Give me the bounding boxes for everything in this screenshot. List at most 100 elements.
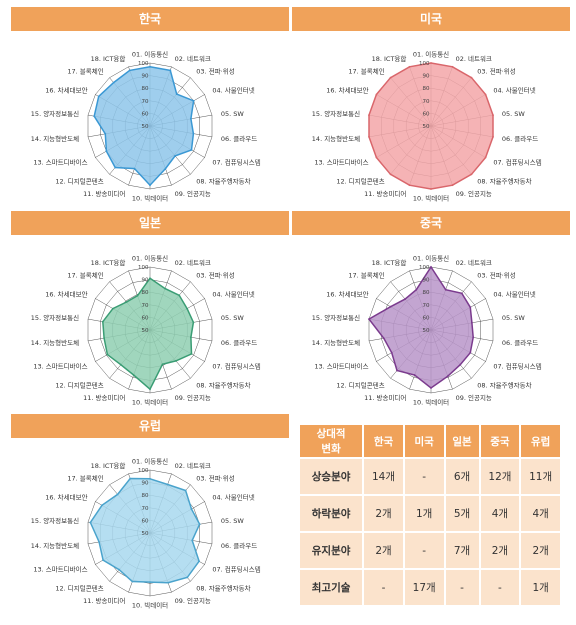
row-label: 최고기술 [300,570,365,607]
category-label: 12. 디지털콘텐츠 [55,584,103,593]
data-point [166,483,169,486]
table-cell: 17개 [404,570,446,607]
data-point [164,287,167,290]
data-point [169,69,172,72]
category-label: 04. 사물인터넷 [212,86,254,95]
data-point [132,374,135,376]
category-label: 05. SW [221,110,245,118]
category-label: 08. 자율주행자동차 [196,177,250,186]
data-point [430,266,432,268]
category-label: 06. 클라우드 [221,541,257,550]
data-point [112,81,115,84]
category-label: 12. 디지털콘텐츠 [336,381,384,390]
category-label: 16. 차세대보안 [326,290,368,299]
panel-korea: 한국 50 60 70 80 90 100 01. 이동통신 02. 네트워크 03. 전파·위… [11,7,289,211]
data-point [118,568,121,571]
table-cell: - [480,570,522,607]
table-row: 유지분야 2개 - 7개 2개 2개 [300,533,562,570]
tick-label: 100 [138,61,149,67]
table-row: 상승분야 14개 - 6개 12개 11개 [300,459,562,496]
category-label: 18. ICT융합 [91,258,126,267]
data-point [198,523,201,526]
data-point [98,541,100,543]
radar-chart-europe: 50 60 70 80 90 100 01. 이동통신 02. 네트워크 03. 전파·위성 04… [31,457,261,610]
corner-line-2: 변화 [321,443,341,455]
tick-label: 80 [423,290,430,296]
data-point [368,318,370,320]
table-cell: 5개 [445,496,481,533]
category-label: 08. 자율주행자동차 [477,381,531,390]
data-point [105,150,108,153]
table-cell: - [364,570,405,607]
table-cell: 12개 [480,459,522,496]
category-label: 02. 네트워크 [456,54,492,63]
category-label: 09. 인공지능 [456,189,492,198]
category-label: 14. 지능형반도체 [312,338,360,347]
panel-usa: 미국 50 60 70 80 90 100 01. 이동통신 02. 네트워크 03. 전파·위… [292,7,570,211]
data-point [178,294,181,297]
category-label: 11. 방송미디어 [83,393,125,402]
category-label: 01. 이동통신 [413,254,449,263]
data-point [102,559,104,561]
table-row: 최고기술 - 17개 - - 1개 [300,570,562,607]
data-point [149,388,151,391]
table-cell: - [404,533,446,570]
category-label: 02. 네트워크 [175,258,211,267]
data-point [408,65,411,68]
category-label: 09. 인공지능 [456,393,492,402]
tick-label: 60 [142,315,149,321]
data-point [161,363,164,366]
summary-table: 상대적 변화 한국 미국 일본 중국 유럽 상승분야 14개 - 6개 12개 … [300,425,562,607]
table-row: 하락분야 2개 1개 5개 4개 4개 [300,496,562,533]
radar-chart-korea: 50 60 70 80 90 100 01. 이동통신 02. 네트워크 03. 전파·위성 04… [31,50,261,203]
data-point [133,167,136,170]
panel-japan: 일본 50 60 70 80 90 100 01. 이동통신 02. 네트워크 03. 전파·위… [11,211,289,415]
data-point [470,76,473,79]
data-point [430,62,432,64]
data-point [136,294,139,297]
data-point [368,136,370,138]
category-label: 18. ICT융합 [91,54,126,63]
data-point [192,132,195,135]
category-label: 10. 빅데이터 [413,398,449,407]
data-point [492,114,494,116]
corner-line-1: 상대적 [316,428,346,440]
data-point [390,351,393,354]
radar-chart-japan: 50 60 70 80 90 100 01. 이동통신 02. 네트워크 03. 전파·위성 04… [31,254,261,407]
tick-label: 90 [142,74,149,80]
category-label: 17. 블록체인 [348,270,384,279]
data-point [470,173,473,176]
category-label: 08. 자율주행자동차 [477,177,531,186]
category-label: 17. 블록체인 [67,66,103,75]
data-point [149,277,151,280]
category-label: 02. 네트워크 [456,258,492,267]
category-label: 15. 양자정보통신 [31,313,79,322]
data-point [430,188,432,190]
category-label: 05. SW [502,110,526,118]
data-point [131,580,134,583]
category-label: 07. 컴퓨팅시스템 [493,158,541,167]
column-header: 미국 [404,425,446,459]
table-cell: 2개 [364,533,405,570]
category-label: 09. 인공지능 [175,393,211,402]
tick-label: 90 [142,278,149,284]
table-cell: 4개 [521,496,562,533]
category-label: 18. ICT융합 [91,461,126,470]
column-header: 일본 [445,425,481,459]
row-label: 상승분야 [300,459,365,496]
data-point [460,292,463,295]
data-point [149,65,151,68]
data-point [190,149,193,151]
category-label: 14. 지능형반도체 [31,338,79,347]
category-label: 05. SW [221,517,245,525]
category-label: 02. 네트워크 [175,54,211,63]
category-label: 10. 빅데이터 [132,398,168,407]
data-point [192,321,195,324]
data-point [471,321,473,324]
category-label: 06. 클라우드 [502,338,538,347]
panel-title: 일본 [11,211,289,235]
tick-label: 70 [142,303,149,309]
category-label: 09. 인공지능 [175,189,211,198]
tick-label: 80 [423,86,430,92]
data-point [104,133,107,135]
